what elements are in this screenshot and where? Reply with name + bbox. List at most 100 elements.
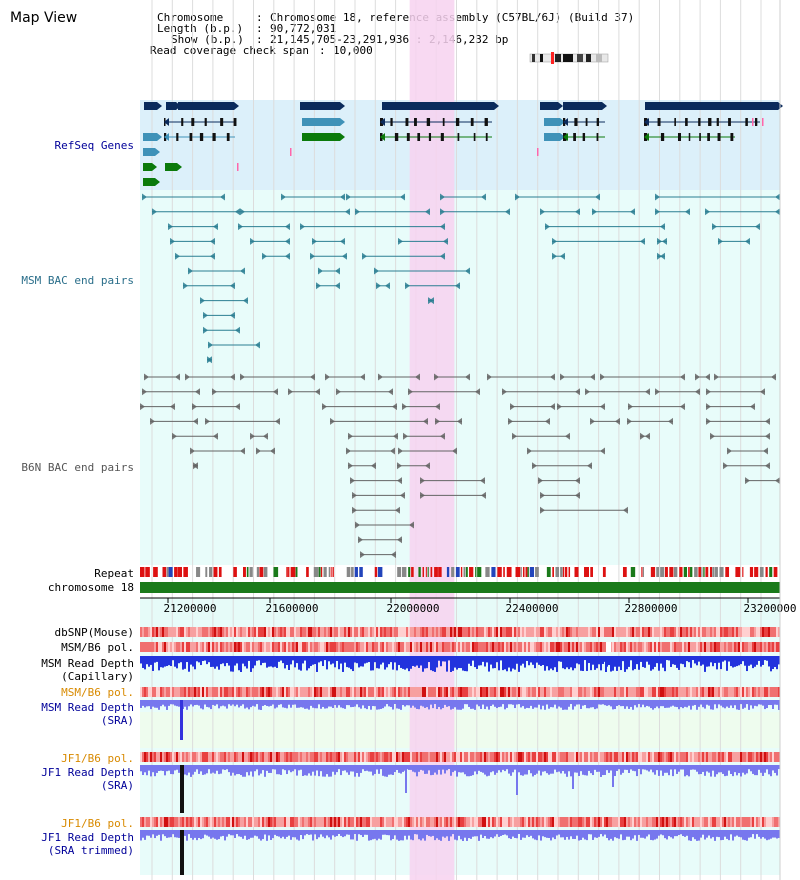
read-depth-bar — [148, 765, 150, 771]
read-depth-bar — [578, 700, 580, 705]
read-depth-bar — [238, 830, 240, 837]
repeat-element — [166, 567, 169, 577]
polymorphism-cell — [144, 817, 146, 827]
read-depth-bar — [396, 765, 398, 770]
polymorphism-cell — [478, 642, 480, 652]
polymorphism-cell — [664, 687, 666, 697]
b6n-bac-pair-end-marker — [540, 506, 545, 514]
repeat-track[interactable] — [140, 567, 778, 577]
polymorphism-cell — [314, 642, 316, 652]
polymorphism-cell — [742, 642, 744, 652]
polymorphism-cell — [430, 642, 432, 652]
read-depth-bar — [298, 656, 300, 670]
read-depth-bar — [380, 700, 382, 709]
read-depth-bar — [252, 830, 254, 838]
read-depth-bar — [588, 830, 590, 835]
read-depth-bar — [288, 700, 290, 705]
polymorphism-cell — [480, 752, 482, 762]
polymorphism-cell — [342, 627, 344, 637]
read-depth-bar — [570, 765, 572, 777]
polymorphism-cell — [760, 642, 762, 652]
read-depth-bar — [234, 830, 236, 838]
refseq-exon — [189, 133, 193, 141]
read-depth-bar — [560, 700, 562, 708]
polymorphism-cell — [490, 817, 492, 827]
polymorphism-cell — [372, 817, 374, 827]
polymorphism-cell — [322, 752, 324, 762]
read-depth-bar — [708, 830, 710, 836]
read-depth-bar — [490, 656, 492, 665]
b6n-bac-pair-end-marker — [502, 388, 507, 396]
read-depth-bar — [314, 765, 316, 776]
polymorphism-cell — [512, 817, 514, 827]
refseq-track[interactable] — [143, 102, 783, 186]
polymorphism-cell — [772, 627, 774, 637]
polymorphism-cell — [384, 817, 386, 827]
polymorphism-cell — [280, 817, 282, 827]
read-depth-bar — [374, 830, 376, 839]
label-b6n-bac[interactable]: B6N BAC end pairs — [21, 461, 134, 474]
polymorphism-cell — [514, 752, 516, 762]
b6n-bac-track[interactable] — [140, 373, 780, 559]
polymorphism-cell — [680, 627, 682, 637]
read-depth-bar — [212, 656, 214, 667]
repeat-element — [418, 567, 421, 577]
read-depth-bar — [346, 765, 348, 773]
polymorphism-cell — [632, 752, 634, 762]
read-depth-bar — [384, 656, 386, 670]
b6n-bac-pair-end-marker — [680, 403, 685, 411]
refseq-strand-arrow — [157, 133, 162, 141]
polymorphism-cell — [164, 817, 166, 827]
read-depth-bar — [686, 700, 688, 708]
polymorphism-cell — [368, 627, 370, 637]
read-depth-bar — [340, 656, 342, 664]
polymorphism-cell — [412, 817, 414, 827]
polymorphism-cell — [458, 817, 460, 827]
read-depth-bar — [696, 765, 698, 772]
polymorphism-cell — [582, 817, 584, 827]
msm-bac-pair-end-marker — [240, 267, 245, 275]
polymorphism-cell — [226, 752, 228, 762]
read-depth-bar — [350, 765, 352, 772]
refseq-exon — [212, 133, 216, 141]
read-depth-bar — [754, 700, 756, 706]
chromosome-ideogram[interactable] — [529, 52, 609, 64]
read-depth-bar — [494, 830, 496, 837]
read-depth-bar — [614, 700, 616, 710]
label-refseq-genes[interactable]: RefSeq Genes — [54, 139, 134, 152]
polymorphism-cell — [394, 627, 396, 637]
b6n-bac-pair-end-marker — [550, 403, 555, 411]
polymorphism-heatmaps[interactable] — [140, 627, 780, 827]
read-depth-bar — [452, 700, 454, 709]
polymorphism-cell — [240, 627, 242, 637]
refseq-strand-arrow — [494, 102, 499, 110]
polymorphism-cell — [494, 817, 496, 827]
polymorphism-cell — [572, 627, 574, 637]
read-depth-bar — [492, 830, 494, 839]
polymorphism-cell — [764, 687, 766, 697]
label-msm-bac[interactable]: MSM BAC end pairs — [21, 274, 134, 287]
read-depth-bar — [512, 656, 514, 669]
read-depth-bar — [580, 700, 582, 709]
msm-bac-track[interactable] — [142, 193, 780, 364]
polymorphism-cell — [460, 752, 462, 762]
read-depth-bar — [500, 700, 502, 707]
polymorphism-cell — [294, 752, 296, 762]
polymorphism-cell — [762, 687, 764, 697]
polymorphism-cell — [516, 687, 518, 697]
polymorphism-cell — [364, 687, 366, 697]
read-depth-bar — [352, 765, 354, 772]
read-depth-tracks[interactable] — [140, 656, 780, 875]
read-depth-bar — [598, 830, 600, 837]
read-depth-bar — [546, 765, 548, 774]
polymorphism-cell — [746, 627, 748, 637]
read-depth-bar — [276, 830, 278, 837]
read-depth-bar — [640, 700, 642, 708]
read-depth-bar — [752, 700, 754, 709]
read-depth-bar — [668, 830, 670, 837]
polymorphism-cell — [588, 687, 590, 697]
polymorphism-cell — [752, 752, 754, 762]
polymorphism-cell — [148, 642, 150, 652]
polymorphism-cell — [524, 687, 526, 697]
